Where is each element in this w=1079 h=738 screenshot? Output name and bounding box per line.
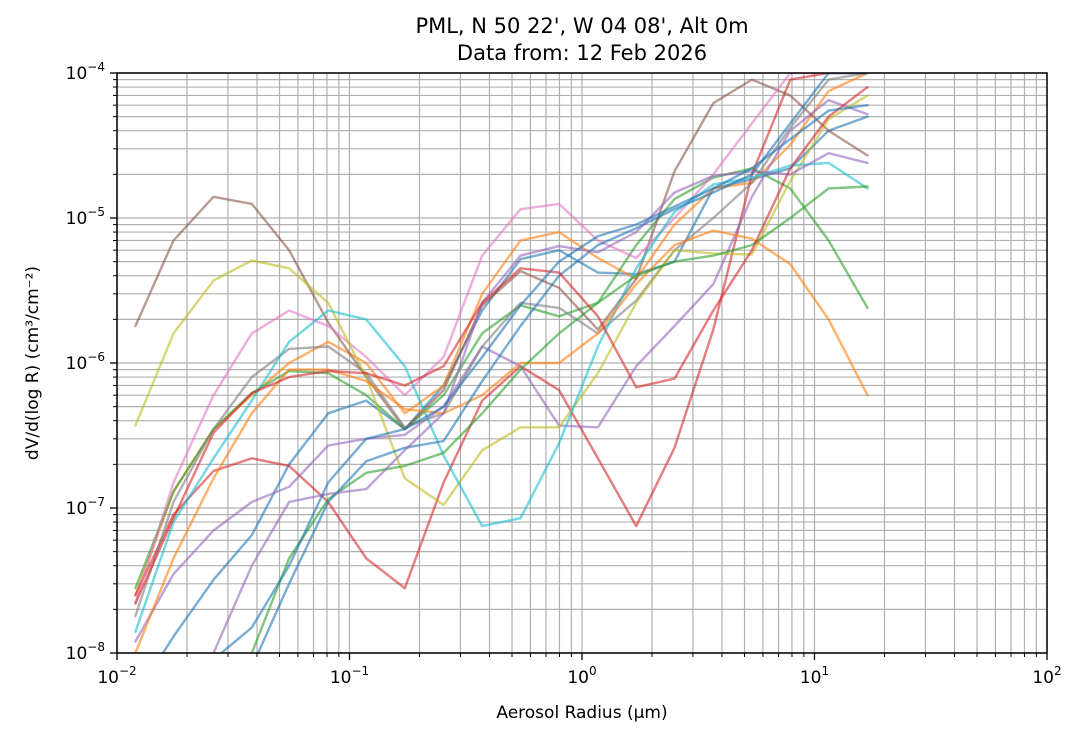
series-line-15 bbox=[134, 85, 869, 605]
x-tick-label: 102 bbox=[1032, 664, 1061, 688]
grid bbox=[116, 72, 1048, 654]
series-line-9 bbox=[134, 94, 869, 507]
x-tick-label: 10−2 bbox=[97, 664, 136, 688]
series-line-4 bbox=[134, 73, 869, 597]
y-tick-label: 10−6 bbox=[66, 350, 105, 374]
x-tick-label: 101 bbox=[800, 664, 829, 688]
series-line-12 bbox=[249, 185, 869, 653]
y-tick-label: 10−4 bbox=[66, 60, 105, 84]
series-line-7 bbox=[134, 73, 869, 605]
x-axis-label: Aerosol Radius (μm) bbox=[496, 703, 667, 723]
x-tick-label: 100 bbox=[567, 664, 596, 688]
series-line-6 bbox=[134, 78, 869, 431]
y-tick-label: 10−5 bbox=[66, 205, 105, 229]
series-line-13 bbox=[256, 73, 869, 653]
ticks bbox=[110, 72, 1048, 660]
series-group bbox=[134, 73, 869, 653]
chart-title: PML, N 50 22', W 04 08', Alt 0m bbox=[415, 14, 748, 38]
x-tick-label: 10−1 bbox=[330, 664, 369, 688]
x-tick-labels: 10−2 10−1 100 101 102 bbox=[97, 664, 1061, 688]
y-tick-label: 10−7 bbox=[66, 495, 105, 519]
series-line-16 bbox=[219, 103, 869, 653]
series-line-8 bbox=[134, 73, 869, 618]
series-line-5 bbox=[134, 98, 869, 643]
y-tick-label: 10−8 bbox=[66, 640, 105, 664]
y-tick-labels: 10−8 10−7 10−6 10−5 10−4 bbox=[66, 60, 105, 664]
chart-subtitle: Data from: 12 Feb 2026 bbox=[457, 41, 707, 65]
series-line-11 bbox=[134, 229, 869, 653]
y-axis-label: dV/d(log R) (cm³/cm⁻²) bbox=[23, 266, 43, 460]
series-line-2 bbox=[134, 73, 869, 597]
